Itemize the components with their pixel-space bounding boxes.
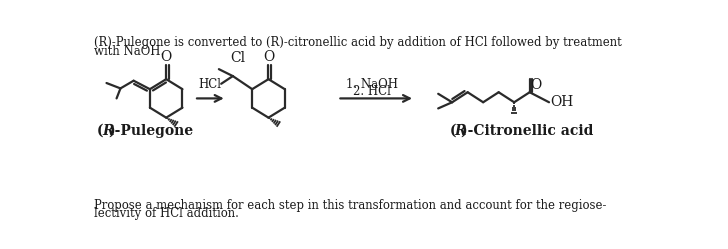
Text: 1. NaOH: 1. NaOH	[346, 78, 397, 91]
Text: with NaOH.: with NaOH.	[94, 45, 165, 58]
Text: R: R	[454, 124, 466, 138]
Text: HCl: HCl	[198, 78, 221, 91]
Text: O: O	[531, 78, 542, 92]
Text: (R)-Pulegone is converted to (R)-citronellic acid by addition of HCl followed by: (R)-Pulegone is converted to (R)-citrone…	[94, 36, 622, 49]
Text: O: O	[263, 50, 274, 64]
Text: )-Citronellic acid: )-Citronellic acid	[461, 124, 593, 138]
Text: lectivity of HCl addition.: lectivity of HCl addition.	[94, 207, 239, 220]
Text: OH: OH	[550, 95, 574, 109]
Text: Propose a mechanism for each step in this transformation and account for the reg: Propose a mechanism for each step in thi…	[94, 198, 606, 211]
Text: (: (	[98, 124, 103, 138]
Text: )-Pulegone: )-Pulegone	[108, 124, 193, 138]
Text: 2. HCl: 2. HCl	[352, 85, 390, 98]
Text: (: (	[450, 124, 456, 138]
Text: Cl: Cl	[231, 51, 246, 65]
Text: R: R	[102, 124, 114, 138]
Text: O: O	[161, 50, 172, 64]
